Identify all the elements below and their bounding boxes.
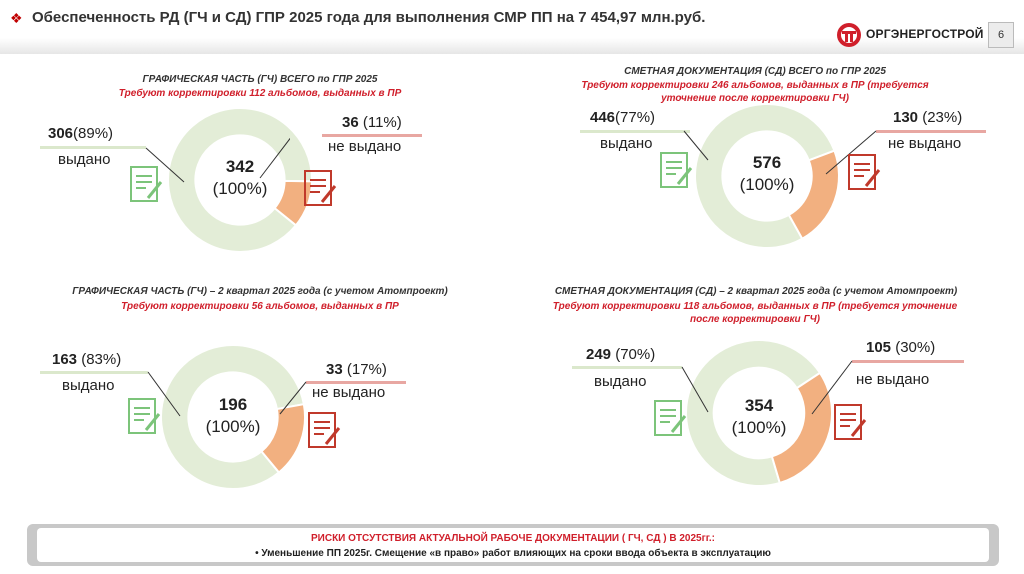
chart-4-issued-pct: (70%) [615,346,656,363]
chart-1-not-issued-underline [322,134,422,137]
not-issued-document-icon [846,152,882,192]
chart-2-donut [694,103,840,249]
chart-4-center: 354 (100%) [709,395,809,439]
issued-document-icon [126,396,162,436]
chart-2-issued-text: выдано [600,135,653,152]
chart-1-donut [167,107,314,253]
chart-1-issued-pct: (89%) [73,125,114,142]
chart-4-not-issued-label: 105 (30%) [866,338,935,358]
chart-4-total-value: 354 [744,396,774,415]
chart-4-issued-underline [572,366,682,369]
page-title: Обеспеченность РД (ГЧ и СД) ГПР 2025 год… [32,9,706,26]
chart-1-not-issued-label: 36 (11%) [342,113,402,133]
issued-document-icon [658,150,694,190]
chart-1-center: 342 (100%) [190,156,290,200]
chart-1-not-issued-pct: (11%) [362,114,402,131]
company-logo: ОРГЭНЕРГОСТРОЙ [836,19,986,51]
chart-2-not-issued-value: 130 [893,109,919,126]
chart-4-not-issued-value: 105 [866,339,892,356]
chart-2-issued-value: 446 [590,109,616,126]
chart-1-not-issued-text: не выдано [328,138,402,155]
chart-3-center: 196 (100%) [183,394,283,438]
chart-3-not-issued-pct: (17%) [346,361,387,378]
chart-3-not-issued-slice [260,403,306,474]
chart-3-issued-label: 163 (83%) [52,350,121,370]
header: ❖ Обеспеченность РД (ГЧ и СД) ГПР 2025 г… [0,0,1024,40]
chart-3-not-issued-label: 33 (17%) [326,360,387,380]
chart-1-subtitle: Требуют корректировки 112 альбомов, выда… [118,88,402,99]
logo-emblem-icon [837,23,861,47]
chart-4-not-issued-text: не выдано [856,371,930,388]
chart-2-not-issued-slice [787,149,840,241]
chart-1-issued-value: 306 [48,125,74,142]
chart-2-leader-lines [683,130,877,175]
chart-2-total-value: 576 [752,153,782,172]
chart-3-donut [160,344,306,490]
chart-2-total-pct: (100%) [739,175,795,194]
chart-3-not-issued-underline [306,381,406,384]
not-issued-document-icon [302,168,338,208]
chart-1-issued-underline [40,146,146,149]
chart-3-total-pct: (100%) [205,417,261,436]
chart-4-donut [685,339,833,487]
chart-3-subtitle: Требуют корректировки 56 альбомов, выдан… [121,301,399,312]
chart-4-not-issued-underline [852,360,964,363]
chart-1-total-pct: (100%) [212,179,268,198]
chart-4-issued-value: 249 [586,346,612,363]
chart-1-leader-lines [145,137,290,183]
chart-2-not-issued-pct: (23%) [922,109,963,126]
page-number: 6 [988,22,1014,48]
chart-3-issued-text: выдано [62,377,115,394]
chart-1-issued-label: 306(89%) [48,124,113,144]
chart-3-issued-slice [160,344,306,490]
chart-4-issued-text: выдано [594,373,647,390]
chart-1-not-issued-value: 36 [342,114,359,131]
issued-document-icon [128,164,164,204]
chart-4-title: СМЕТНАЯ ДОКУМЕНТАЦИЯ (СД) – 2 квартал 20… [554,286,958,297]
chart-2-issued-underline [580,130,690,133]
chart-1-title: ГРАФИЧЕСКАЯ ЧАСТЬ (ГЧ) ВСЕГО по ГПР 2025 [142,74,378,85]
chart-2-center: 576 (100%) [717,152,817,196]
chart-2-title: СМЕТНАЯ ДОКУМЕНТАЦИЯ (СД) ВСЕГО по ГПР 2… [624,66,886,77]
chart-1-issued-text: выдано [58,151,111,168]
risk-panel: РИСКИ ОТСУТСТВИЯ АКТУАЛЬНОЙ РАБОЧЕ ДОКУМ… [27,524,999,566]
chart-3-issued-pct: (83%) [81,351,122,368]
risk-title: РИСКИ ОТСУТСТВИЯ АКТУАЛЬНОЙ РАБОЧЕ ДОКУМ… [310,533,716,544]
chart-4-not-issued-pct: (30%) [895,339,936,356]
chart-2-subtitle: Требуют корректировки 246 альбомов, выда… [581,80,929,104]
not-issued-document-icon [306,410,342,450]
chart-3-not-issued-value: 33 [326,361,343,378]
chart-2-issued-slice [694,103,836,249]
chart-3-issued-underline [40,371,148,374]
risk-panel-inner: РИСКИ ОТСУТСТВИЯ АКТУАЛЬНОЙ РАБОЧЕ ДОКУМ… [37,528,989,562]
risk-text: • Уменьшение ПП 2025г. Смещение «в право… [255,548,771,559]
chart-4-subtitle: Требуют корректировки 118 альбомов, выда… [552,301,958,325]
chart-3-issued-value: 163 [52,351,78,368]
chart-2-not-issued-label: 130 (23%) [893,108,962,128]
chart-4-issued-label: 249 (70%) [586,345,655,365]
logo-text: ОРГЭНЕРГОСТРОЙ [866,27,984,41]
chart-3-total-value: 196 [218,395,248,414]
issued-document-icon [652,398,688,438]
chart-4-not-issued-slice [770,371,833,485]
diamond-bullet-icon: ❖ [10,10,23,26]
chart-3-not-issued-text: не выдано [312,384,386,401]
chart-2-not-issued-text: не выдано [888,135,962,152]
chart-2-not-issued-underline [876,130,986,133]
chart-4-total-pct: (100%) [731,418,787,437]
chart-1-not-issued-slice [273,179,314,227]
chart-1-total-value: 342 [225,157,255,176]
chart-3-title: ГРАФИЧЕСКАЯ ЧАСТЬ (ГЧ) – 2 квартал 2025 … [72,286,448,297]
chart-4-issued-slice [685,339,822,487]
chart-1-issued-slice [167,107,313,253]
chart-2-issued-label: 446(77%) [590,108,655,128]
not-issued-document-icon [832,402,868,442]
chart-2-issued-pct: (77%) [615,109,656,126]
header-divider [0,38,1024,54]
